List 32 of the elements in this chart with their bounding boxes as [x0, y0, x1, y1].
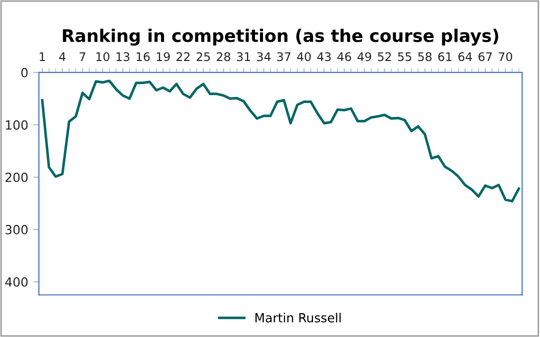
- y-tick-label: 100: [6, 120, 28, 130]
- x-tick-label: 1: [40, 52, 45, 61]
- y-tick-label: 400: [5, 277, 28, 287]
- x-tick-label: 19: [156, 52, 170, 62]
- x-tick-label: 67: [478, 52, 492, 62]
- y-tick-label: 0: [21, 68, 28, 78]
- chart-title: Ranking in competition (as the course plays): [62, 28, 498, 46]
- x-tick-label: 31: [237, 52, 250, 62]
- line-series: [40, 80, 520, 202]
- x-tick-label: 13: [116, 52, 130, 62]
- y-tick-label: 200: [6, 172, 28, 182]
- x-tick-label: 55: [398, 52, 412, 62]
- x-tick-label: 40: [297, 52, 311, 62]
- x-tick-label: 25: [196, 52, 210, 62]
- x-tick-label: 58: [418, 52, 432, 62]
- x-tick-label: 46: [337, 52, 352, 62]
- x-tick-label: 37: [277, 52, 290, 62]
- x-tick-label: 34: [257, 52, 271, 62]
- x-tick-label: 61: [438, 52, 452, 62]
- x-tick-label: 22: [176, 52, 190, 61]
- x-tick-label: 70: [498, 52, 512, 62]
- x-tick-label: 10: [96, 52, 110, 62]
- x-tick-label: 43: [317, 52, 331, 62]
- x-tick-label: 49: [358, 52, 372, 62]
- x-tick-label: 28: [216, 52, 230, 62]
- x-tick-label: 64: [458, 52, 472, 62]
- x-tick-label: 4: [59, 52, 66, 61]
- legend-label: Martin Russell: [255, 312, 341, 322]
- x-tick-label: 7: [80, 52, 86, 61]
- x-tick-label: 16: [136, 52, 150, 62]
- y-tick-label: 300: [6, 224, 28, 234]
- x-tick-label: 52: [378, 52, 391, 62]
